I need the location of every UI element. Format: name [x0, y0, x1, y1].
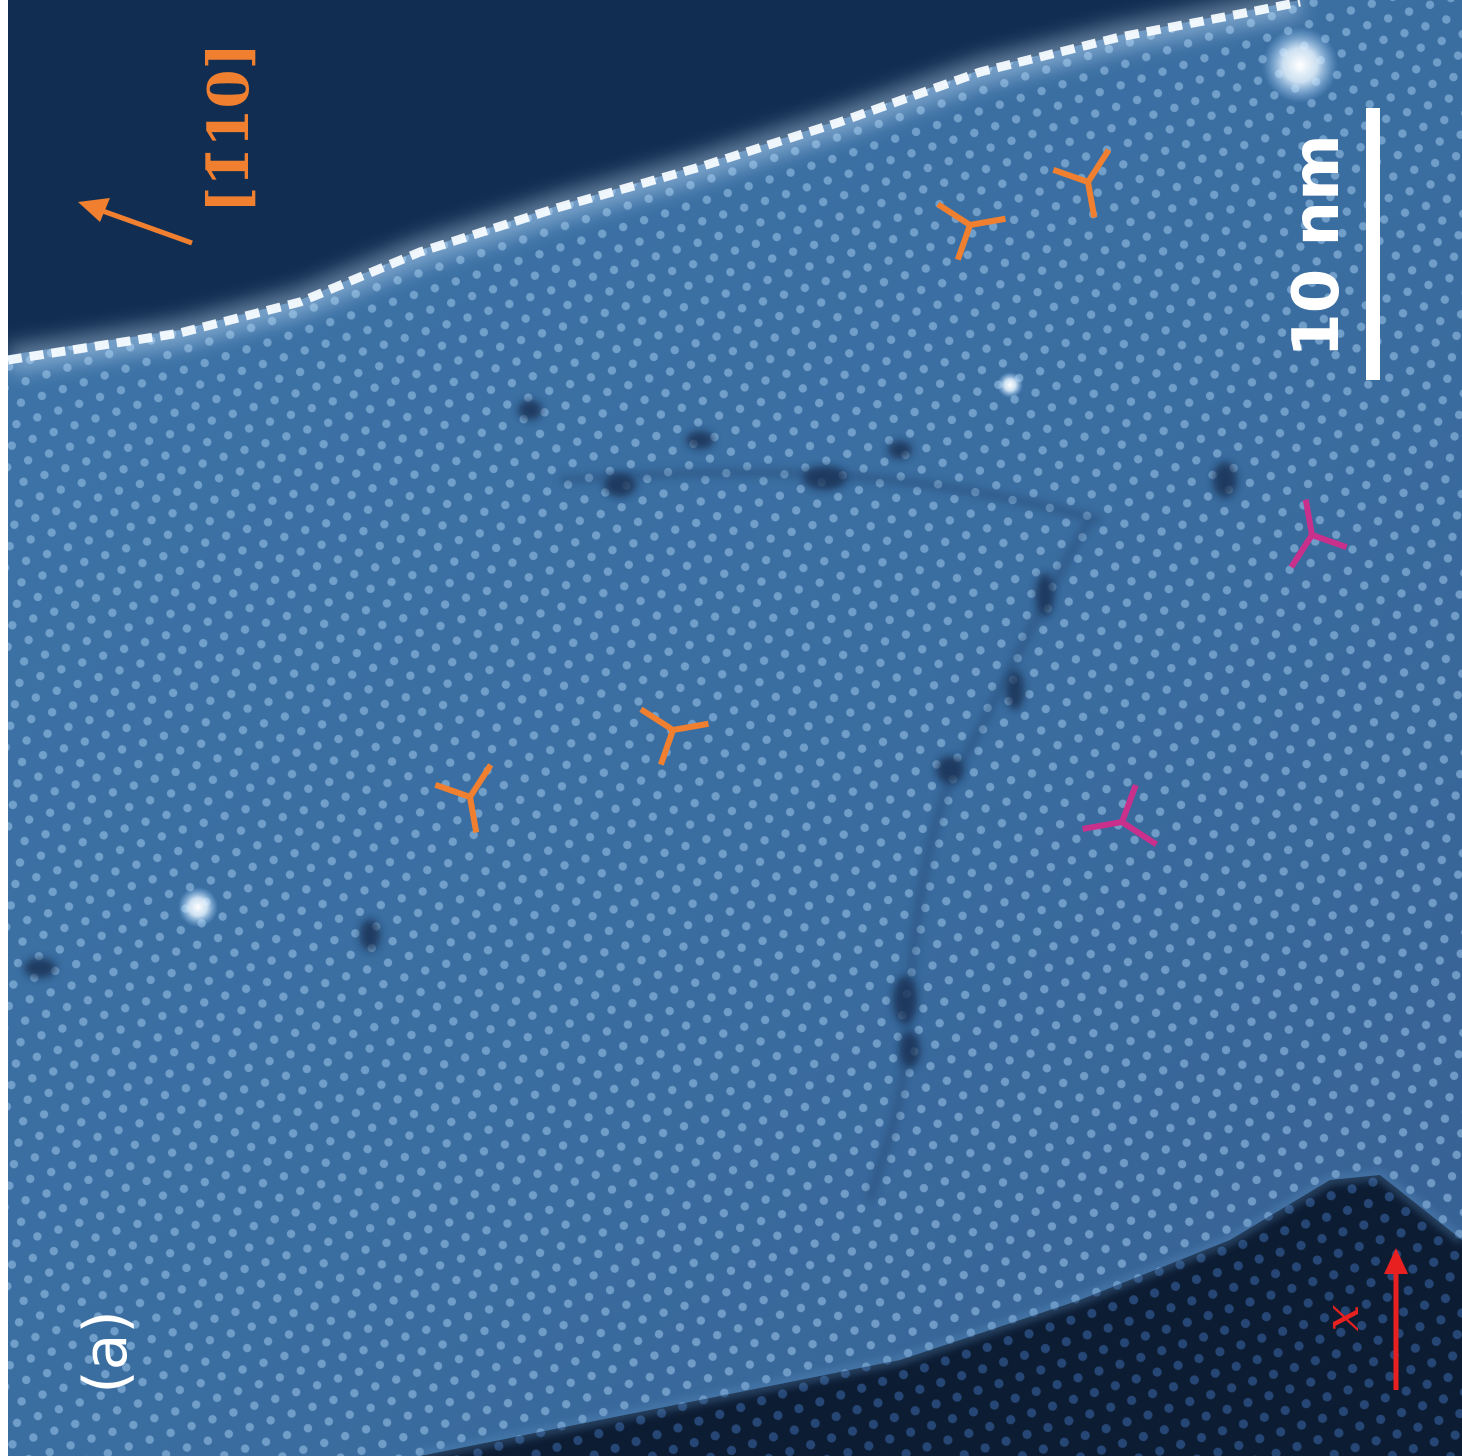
magenta-y-marker [1288, 499, 1348, 569]
panel-label: (a) [71, 1310, 141, 1394]
orange-y-marker [434, 763, 494, 833]
domain-boundary-defects [24, 400, 1237, 1068]
scale-bar [1366, 108, 1380, 380]
magenta-y-marker [1082, 783, 1159, 847]
x-axis-arrow [1384, 1248, 1408, 1390]
bright-adatom [997, 372, 1023, 398]
bright-adatom [178, 887, 218, 927]
orange-y-markers [434, 148, 1112, 833]
step-edge-glow [8, 0, 1303, 373]
orange-y-marker [1052, 148, 1112, 218]
magenta-y-markers [1082, 499, 1348, 847]
scale-bar-label: 10 nm [1280, 134, 1354, 358]
orange-y-marker [639, 706, 709, 766]
bright-adatom [1262, 27, 1338, 103]
x-axis-label: x [1314, 1304, 1370, 1331]
direction-label: [1̄10] [196, 43, 262, 213]
direction-arrow [78, 198, 193, 246]
orange-y-marker [936, 201, 1006, 261]
